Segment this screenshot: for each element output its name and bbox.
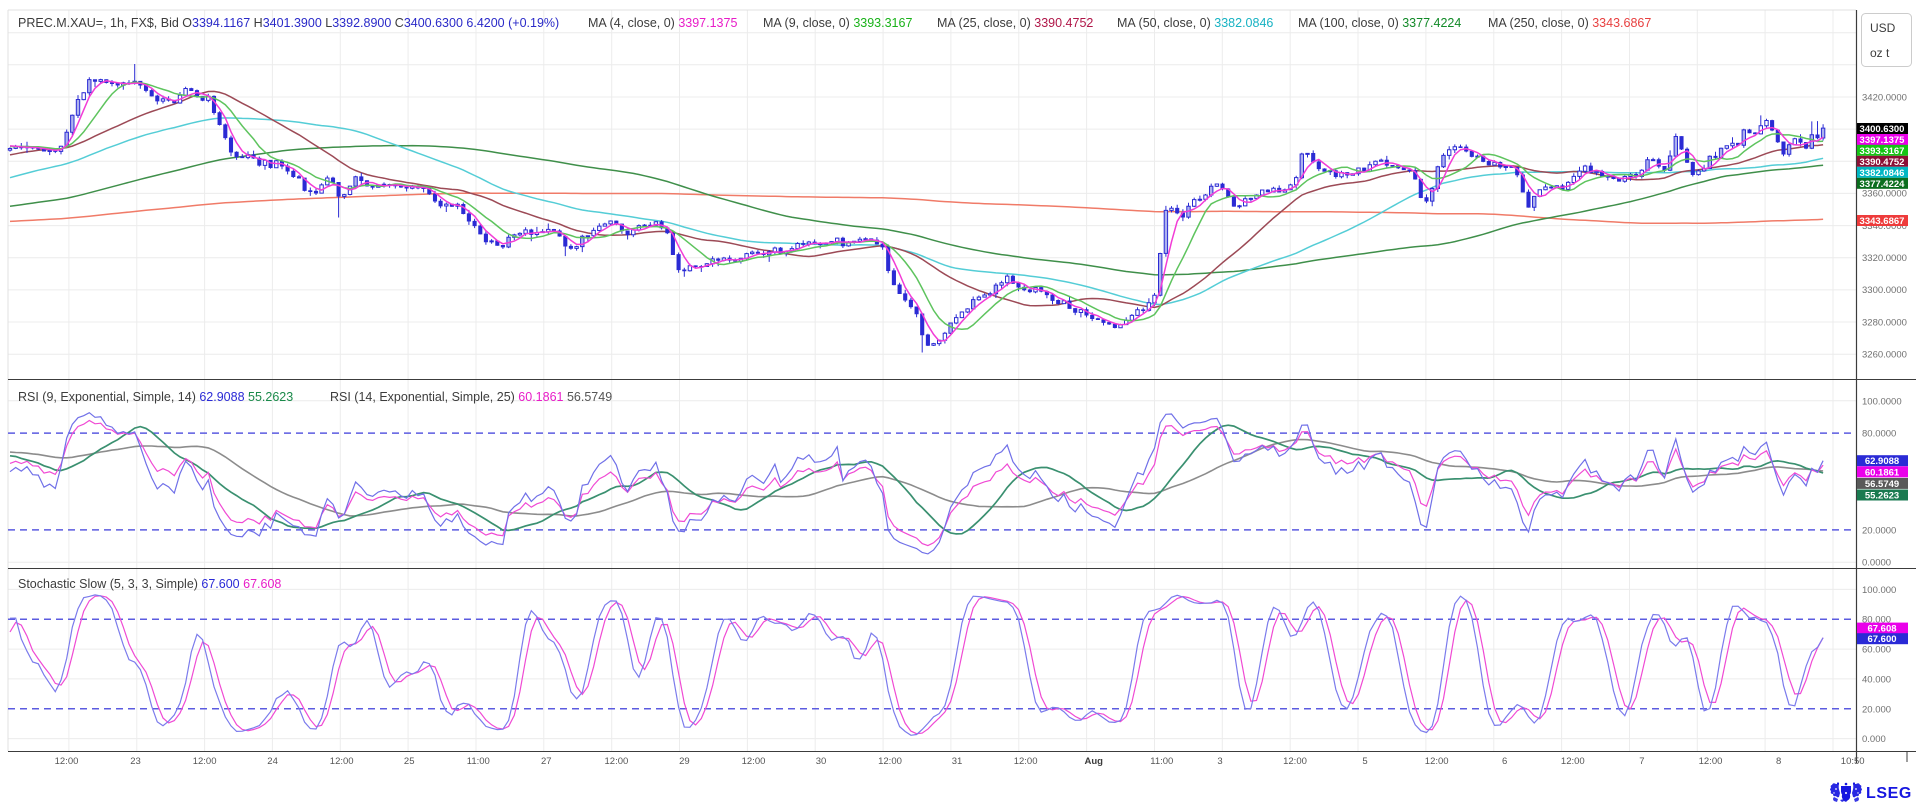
svg-text:3260.0000: 3260.0000 xyxy=(1862,350,1907,361)
svg-text:40.000: 40.000 xyxy=(1862,674,1891,685)
svg-text:6: 6 xyxy=(1502,756,1507,767)
svg-text:3382.0846: 3382.0846 xyxy=(1860,168,1905,179)
svg-text:7: 7 xyxy=(1639,756,1644,767)
svg-text:11:00: 11:00 xyxy=(467,756,490,767)
svg-text:MA (250, close, 0) 3343.6867: MA (250, close, 0) 3343.6867 xyxy=(1488,16,1651,30)
svg-text:62.9088: 62.9088 xyxy=(1865,456,1899,467)
svg-text:60.000: 60.000 xyxy=(1862,645,1891,656)
svg-text:20.0000: 20.0000 xyxy=(1862,525,1896,536)
svg-text:RSI (14, Exponential, Simple,: RSI (14, Exponential, Simple, 25) 60.186… xyxy=(330,390,612,404)
svg-text:MA (100, close, 0) 3377.4224: MA (100, close, 0) 3377.4224 xyxy=(1298,16,1461,30)
svg-text:MA (9, close, 0) 3393.3167: MA (9, close, 0) 3393.3167 xyxy=(763,16,912,30)
svg-text:12:00: 12:00 xyxy=(742,756,766,767)
svg-text:3360.0000: 3360.0000 xyxy=(1862,189,1907,200)
svg-text:12:00: 12:00 xyxy=(878,756,902,767)
svg-text:MA (50, close, 0) 3382.0846: MA (50, close, 0) 3382.0846 xyxy=(1117,16,1273,30)
svg-text:3397.1375: 3397.1375 xyxy=(1860,135,1906,146)
svg-text:3343.6867: 3343.6867 xyxy=(1860,216,1905,227)
svg-text:3320.0000: 3320.0000 xyxy=(1862,253,1907,264)
svg-text:0.000: 0.000 xyxy=(1862,734,1886,745)
svg-text:MA (25, close, 0) 3390.4752: MA (25, close, 0) 3390.4752 xyxy=(937,16,1093,30)
svg-text:80.0000: 80.0000 xyxy=(1862,429,1896,440)
svg-text:12:00: 12:00 xyxy=(605,756,629,767)
svg-text:12:00: 12:00 xyxy=(1283,756,1307,767)
svg-text:PREC.M.XAU=, 1h, FX$, Bid O33: PREC.M.XAU=, 1h, FX$, Bid O3394.1167 H34… xyxy=(18,16,559,30)
svg-text:MA (4, close, 0) 3397.1375: MA (4, close, 0) 3397.1375 xyxy=(588,16,737,30)
svg-text:29: 29 xyxy=(679,756,690,767)
svg-text:20.000: 20.000 xyxy=(1862,704,1891,715)
svg-text:67.600: 67.600 xyxy=(1867,634,1896,645)
svg-text:56.5749: 56.5749 xyxy=(1865,479,1899,490)
svg-text:23: 23 xyxy=(130,756,141,767)
svg-text:12:00: 12:00 xyxy=(1425,756,1449,767)
svg-text:3: 3 xyxy=(1217,756,1222,767)
svg-text:3377.4224: 3377.4224 xyxy=(1860,179,1906,190)
svg-text:11:00: 11:00 xyxy=(1150,756,1173,767)
svg-text:5: 5 xyxy=(1362,756,1367,767)
svg-text:25: 25 xyxy=(404,756,415,767)
svg-text:3300.0000: 3300.0000 xyxy=(1862,285,1907,296)
svg-text:12:00: 12:00 xyxy=(55,756,79,767)
svg-text:10:50: 10:50 xyxy=(1841,756,1865,767)
svg-text:RSI (9, Exponential, Simple, 1: RSI (9, Exponential, Simple, 14) 62.9088… xyxy=(18,390,293,404)
svg-text:Aug: Aug xyxy=(1084,756,1103,767)
svg-text:31: 31 xyxy=(952,756,963,767)
svg-text:12:00: 12:00 xyxy=(1561,756,1585,767)
svg-text:USD: USD xyxy=(1870,21,1896,35)
svg-text:3390.4752: 3390.4752 xyxy=(1860,157,1905,168)
svg-text:30: 30 xyxy=(816,756,827,767)
svg-text:100.0000: 100.0000 xyxy=(1862,396,1902,407)
svg-text:3393.3167: 3393.3167 xyxy=(1860,146,1905,157)
svg-text:3400.6300: 3400.6300 xyxy=(1860,124,1905,135)
svg-text:LSEG: LSEG xyxy=(1866,785,1912,802)
svg-text:24: 24 xyxy=(267,756,278,767)
svg-text:8: 8 xyxy=(1776,756,1781,767)
svg-text:3420.0000: 3420.0000 xyxy=(1862,93,1907,104)
svg-text:80.000: 80.000 xyxy=(1862,615,1891,626)
svg-text:12:00: 12:00 xyxy=(1014,756,1038,767)
svg-text:12:00: 12:00 xyxy=(193,756,217,767)
svg-text:12:00: 12:00 xyxy=(330,756,354,767)
svg-text:100.000: 100.000 xyxy=(1862,585,1896,596)
svg-text:12:00: 12:00 xyxy=(1699,756,1723,767)
svg-text:3340.0000: 3340.0000 xyxy=(1862,221,1907,232)
svg-text:60.1861: 60.1861 xyxy=(1865,467,1900,478)
svg-text:55.2623: 55.2623 xyxy=(1865,491,1899,502)
svg-text:Stochastic Slow (5, 3, 3, Simp: Stochastic Slow (5, 3, 3, Simple) 67.600… xyxy=(18,577,281,591)
svg-text:0.0000: 0.0000 xyxy=(1862,558,1891,569)
svg-text:67.608: 67.608 xyxy=(1867,624,1896,635)
svg-text:27: 27 xyxy=(541,756,552,767)
svg-text:3280.0000: 3280.0000 xyxy=(1862,317,1907,328)
svg-text:oz t: oz t xyxy=(1870,46,1890,60)
